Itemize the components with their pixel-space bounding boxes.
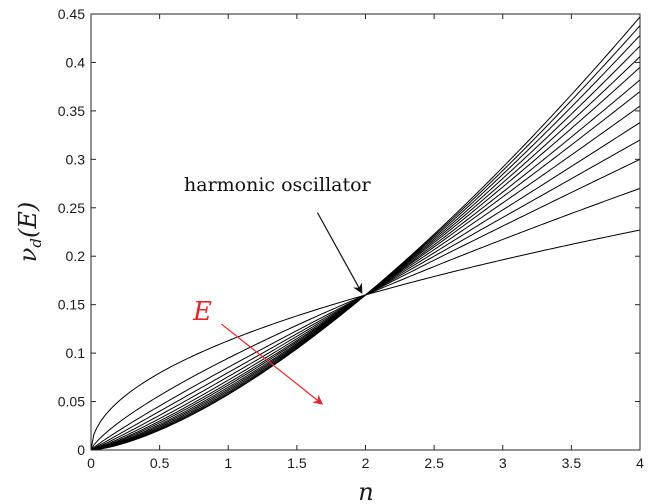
energy-arrow xyxy=(221,323,324,405)
y-tick-label: 0.3 xyxy=(66,151,86,167)
y-tick-label: 0.25 xyxy=(58,200,85,216)
energy-label: E xyxy=(192,297,212,327)
x-tick-label: 0 xyxy=(87,455,95,471)
x-tick-label: 0.5 xyxy=(150,455,170,471)
x-tick-label: 2 xyxy=(362,455,370,471)
y-tick-label: 0.45 xyxy=(58,6,85,22)
x-tick-label: 4 xyxy=(636,455,644,471)
y-axis-label-tail: (E) xyxy=(14,202,42,238)
plot-background xyxy=(91,14,640,450)
y-tick-label: 0.1 xyxy=(66,345,86,361)
y-tick-label: 0.05 xyxy=(58,394,85,410)
y-tick-label: 0.35 xyxy=(58,103,85,119)
y-tick-label: 0 xyxy=(77,442,85,458)
ticks-group xyxy=(90,13,641,451)
y-axis-label: νd(E) xyxy=(14,202,45,262)
y-axis-label-main: ν xyxy=(14,248,42,263)
harmonic-oscillator-label: harmonic oscillator xyxy=(184,174,372,196)
tick-labels-group: 0 0.5 1 1.5 2 2.5 3 3.5 4 0 0.05 0.1 0.15 0.2 0.25 0.3 0… xyxy=(58,6,644,471)
y-tick-label: 0.4 xyxy=(66,54,86,70)
x-axis-label: n xyxy=(358,478,373,504)
x-tick-label: 2.5 xyxy=(424,455,444,471)
x-tick-label: 3 xyxy=(499,455,507,471)
x-tick-label: 3.5 xyxy=(562,455,582,471)
harmonic-oscillator-arrow xyxy=(316,212,363,294)
y-tick-label: 0.2 xyxy=(66,248,86,264)
y-tick-label: 0.15 xyxy=(58,297,85,313)
y-axis-label-sub: d xyxy=(27,238,45,248)
x-tick-label: 1 xyxy=(224,455,232,471)
curves-group xyxy=(90,16,641,451)
x-tick-label: 1.5 xyxy=(287,455,307,471)
curve-series-14 xyxy=(90,16,641,451)
